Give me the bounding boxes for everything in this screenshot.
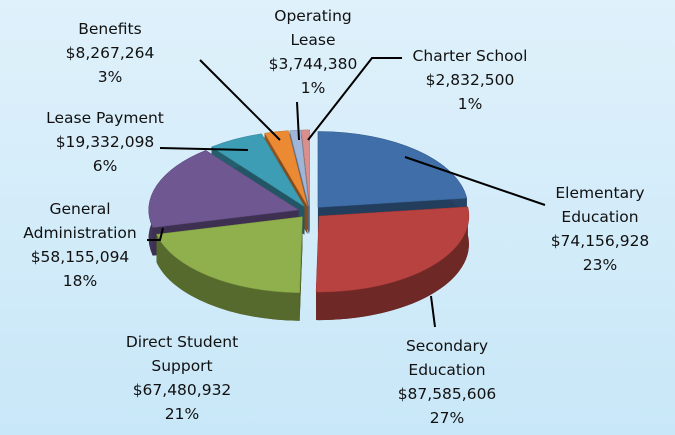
percent-label: 3%	[97, 68, 123, 86]
slice-label: Charter School $2,832,500 1%	[395, 44, 545, 116]
slice-top	[301, 129, 310, 206]
leader-line	[147, 227, 164, 241]
percent-label: 27%	[429, 409, 465, 427]
slice-top	[315, 206, 470, 293]
category-label: Charter School	[412, 47, 528, 65]
value-label: $2,832,500	[425, 71, 515, 89]
pie-slice	[315, 206, 470, 321]
value-label: $8,267,264	[65, 44, 155, 62]
value-label: $3,744,380	[268, 55, 358, 73]
pie-slice	[156, 216, 303, 321]
value-label: $74,156,928	[550, 232, 650, 250]
category-label: Secondary Education	[405, 337, 489, 379]
leader-line	[159, 147, 249, 151]
slice-top	[317, 131, 468, 208]
slice-label: Benefits $8,267,264 3%	[45, 17, 175, 89]
pie	[148, 129, 470, 321]
percent-label: 18%	[62, 272, 98, 290]
category-label: Operating Lease	[274, 7, 352, 49]
percent-label: 1%	[300, 79, 326, 97]
slice-label: General Administration $58,155,094 18%	[15, 197, 145, 293]
leader-line	[430, 295, 436, 328]
slice-label: Lease Payment $19,332,098 6%	[25, 106, 185, 178]
value-label: $67,480,932	[132, 381, 232, 399]
leader-line	[404, 156, 546, 206]
slice-top	[289, 129, 310, 207]
slice-top	[148, 150, 300, 228]
percent-label: 6%	[92, 157, 118, 175]
leader-line	[296, 101, 300, 141]
slice-label: Elementary Education $74,156,928 23%	[538, 181, 663, 277]
leader-line	[307, 57, 402, 141]
leader-lines	[147, 57, 546, 328]
percent-label: 23%	[582, 256, 618, 274]
slice-top	[211, 133, 305, 207]
slice-label: Operating Lease $3,744,380 1%	[263, 4, 363, 100]
slice-top	[156, 216, 303, 293]
category-label: Elementary Education	[555, 184, 645, 226]
percent-label: 21%	[164, 405, 200, 423]
percent-label: 1%	[457, 95, 483, 113]
category-label: Direct Student Support	[125, 333, 239, 375]
value-label: $87,585,606	[397, 385, 497, 403]
slice-wall	[156, 234, 300, 321]
slice-top	[264, 130, 308, 207]
category-label: General Administration	[23, 200, 137, 242]
value-label: $19,332,098	[55, 133, 155, 151]
slice-label: Direct Student Support $67,480,932 21%	[112, 330, 252, 426]
slice-wall	[316, 206, 469, 321]
leader-line	[199, 59, 281, 141]
value-label: $58,155,094	[30, 248, 130, 266]
category-label: Benefits	[78, 20, 142, 38]
slice-label: Secondary Education $87,585,606 27%	[385, 334, 510, 430]
category-label: Lease Payment	[46, 109, 164, 127]
